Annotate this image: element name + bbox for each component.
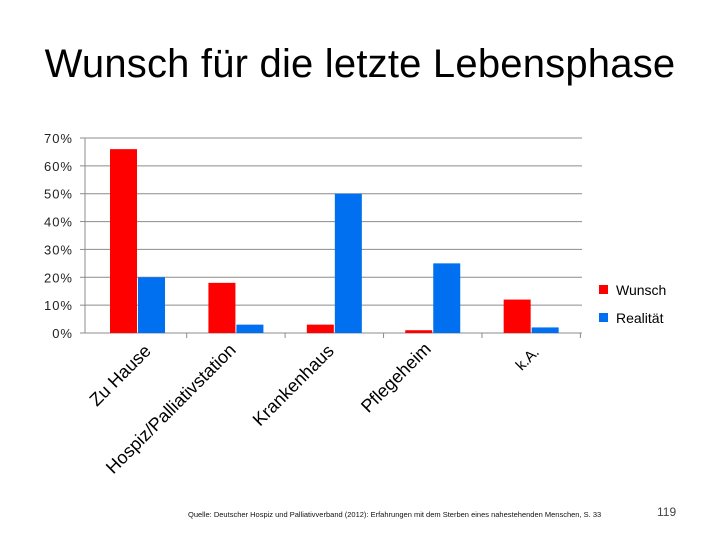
y-tick-label: 60% xyxy=(44,159,73,174)
source-citation: Quelle: Deutscher Hospiz und Palliativve… xyxy=(188,510,602,519)
page-number: 119 xyxy=(657,505,677,519)
y-tick-label: 30% xyxy=(44,242,73,257)
x-tick-label: Krankenhaus xyxy=(249,341,338,430)
bar-wunsch-4 xyxy=(503,299,531,333)
x-tick-label: Zu Hause xyxy=(85,341,154,410)
y-tick-label: 50% xyxy=(44,187,73,202)
x-tick-label: Pflegeheim xyxy=(357,339,435,417)
bar-wunsch-2 xyxy=(306,324,334,333)
bar-realitt-0 xyxy=(138,277,165,333)
legend-label: Realität xyxy=(616,310,664,326)
page-title: Wunsch für die letzte Lebensphase xyxy=(44,42,676,86)
bar-realitt-3 xyxy=(433,263,461,333)
x-tick-label: k.A. xyxy=(513,344,543,374)
y-tick-label: 40% xyxy=(44,215,73,230)
bar-wunsch-3 xyxy=(405,330,433,333)
bars xyxy=(110,149,581,338)
y-tick-label: 70% xyxy=(44,131,73,146)
legend: Wunsch Realität xyxy=(599,282,666,326)
bar-realitt-1 xyxy=(236,324,264,333)
grid-lines xyxy=(85,137,582,334)
y-tick-label: 10% xyxy=(44,298,73,313)
y-axis: 0% 10% 20% 30% 40% 50% 60% 70% xyxy=(44,131,86,341)
legend-swatch-wunsch xyxy=(599,285,608,294)
bar-wunsch-1 xyxy=(208,282,236,333)
legend-label: Wunsch xyxy=(616,282,666,298)
bar-wunsch-0 xyxy=(110,149,137,333)
bar-realitt-2 xyxy=(334,193,362,333)
y-tick-label: 20% xyxy=(44,270,73,285)
legend-swatch-realitt xyxy=(599,313,608,322)
y-tick-label: 0% xyxy=(52,326,73,341)
bar-realitt-4 xyxy=(531,327,559,333)
